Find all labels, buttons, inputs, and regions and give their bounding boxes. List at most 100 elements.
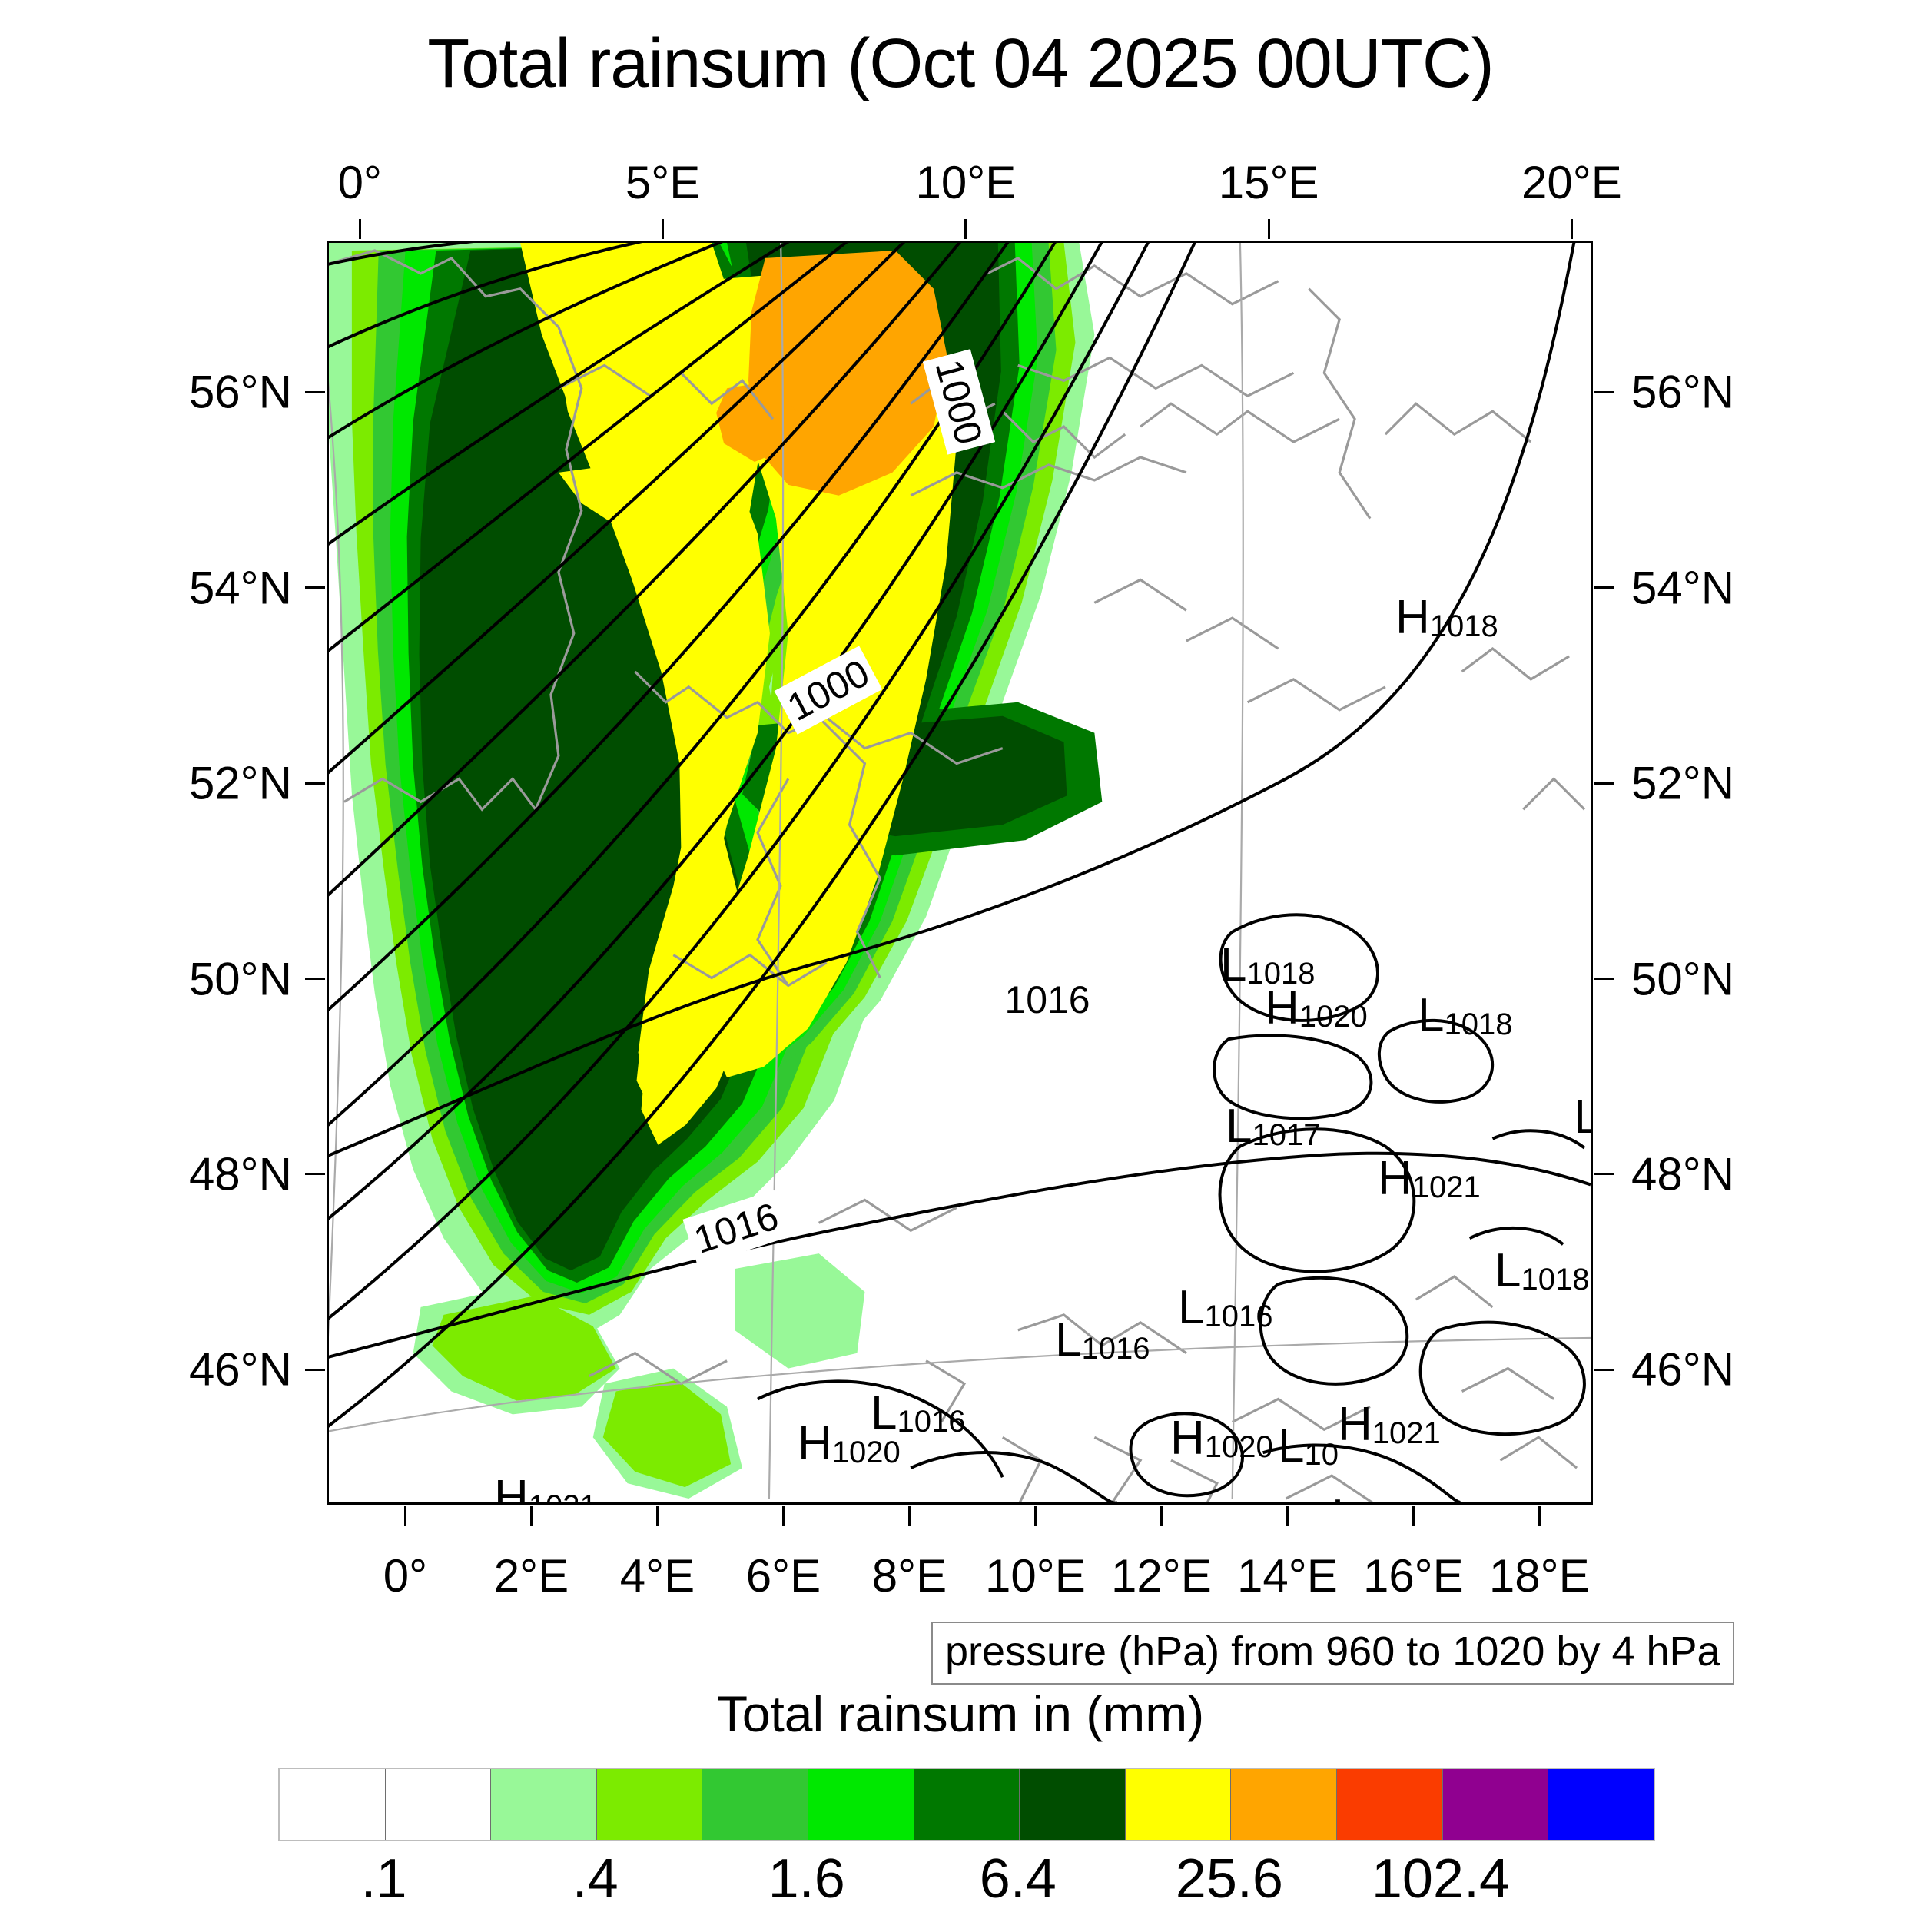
- pressure-center-type: H: [494, 1471, 529, 1505]
- axis-tick-right: [1594, 978, 1614, 981]
- colorbar-tick-label: 6.4: [979, 1848, 1057, 1910]
- pressure-center-type: H: [1170, 1412, 1205, 1465]
- axis-label-right: 52°N: [1631, 757, 1735, 809]
- axis-tick-bottom: [403, 1506, 406, 1526]
- axis-tick-bottom: [1033, 1506, 1037, 1526]
- axis-tick-bottom: [1412, 1506, 1415, 1526]
- axis-label-left: 48°N: [188, 1148, 292, 1200]
- pressure-center-type: L: [1418, 989, 1445, 1042]
- axis-label-top: 15°E: [1218, 157, 1319, 208]
- axis-label-right: 56°N: [1631, 366, 1735, 418]
- axis-tick-top: [1267, 219, 1270, 239]
- axis-label-left: 46°N: [188, 1343, 292, 1396]
- axis-tick-top: [662, 219, 665, 239]
- pressure-center-value: 1018: [1521, 1263, 1590, 1297]
- axis-label-top: 10°E: [915, 157, 1017, 208]
- colorbar-cell[interactable]: [1442, 1769, 1548, 1840]
- pressure-center-type: L: [871, 1386, 897, 1439]
- pressure-center-type: H: [1395, 591, 1430, 644]
- colorbar-cell[interactable]: [596, 1769, 702, 1840]
- pressure-center-h: H1021: [1338, 1401, 1441, 1449]
- pressure-center-type: L: [1332, 1490, 1358, 1503]
- axis-tick-left: [305, 586, 325, 589]
- pressure-center-value: 1016: [897, 1405, 966, 1439]
- pressure-center-type: L: [1186, 1502, 1212, 1505]
- pressure-center-value: 1018: [1444, 1007, 1513, 1042]
- pressure-center-l: L1018: [1220, 941, 1316, 991]
- axis-tick-bottom: [1160, 1506, 1163, 1526]
- pressure-center-h: H1020: [798, 1417, 901, 1470]
- colorbar-cell[interactable]: [1336, 1769, 1442, 1840]
- colorbar-tick-label: .1: [360, 1848, 407, 1910]
- pressure-center-value: 1016: [1081, 1332, 1150, 1366]
- pressure-center-value: 1017: [1252, 1118, 1321, 1153]
- pressure-center-h: H1018: [1395, 594, 1498, 642]
- pressure-center-type: H: [798, 1417, 832, 1470]
- axis-label-bottom: 18°E: [1488, 1550, 1590, 1602]
- axis-label-right: 48°N: [1631, 1148, 1735, 1200]
- colorbar-cell[interactable]: [1230, 1769, 1337, 1840]
- axis-label-top: 20°E: [1521, 157, 1622, 208]
- pressure-center-type: H: [1265, 981, 1299, 1034]
- pressure-center-l: L1018: [1495, 1244, 1590, 1297]
- axis-tick-bottom: [1286, 1506, 1289, 1526]
- axis-label-bottom: 8°E: [871, 1550, 947, 1602]
- colorbar-cell[interactable]: [384, 1769, 491, 1840]
- pressure-center-type: L: [1574, 1090, 1591, 1144]
- axis-tick-left: [305, 1368, 325, 1371]
- page-title: Total rainsum (Oct 04 2025 00UTC): [427, 25, 1495, 102]
- pressure-center-type: H: [1338, 1398, 1372, 1451]
- colorbar-cell[interactable]: [280, 1769, 385, 1840]
- axis-tick-bottom: [781, 1506, 785, 1526]
- map-plot-area[interactable]: 1000 1000 1016 1016 H1018 L1018 H1020 L1018 L10…: [327, 241, 1593, 1505]
- colorbar-cell[interactable]: [1019, 1769, 1125, 1840]
- colorbar-title: Total rainsum in (mm): [716, 1685, 1205, 1742]
- axis-label-right: 50°N: [1631, 953, 1735, 1005]
- axis-label-left: 50°N: [188, 953, 292, 1005]
- axis-tick-left: [305, 1173, 325, 1176]
- pressure-center-h: H1020: [1265, 981, 1368, 1034]
- axis-tick-bottom: [655, 1506, 659, 1526]
- colorbar-tick-label: 1.6: [768, 1848, 845, 1910]
- pressure-center-l: L1017: [1226, 1103, 1321, 1153]
- pressure-center-value: 1018: [1246, 957, 1316, 991]
- pressure-legend-box: pressure (hPa) from 960 to 1020 by 4 hPa: [931, 1622, 1734, 1685]
- pressure-center-value: 1020: [1204, 1430, 1273, 1465]
- axis-tick-bottom: [1538, 1506, 1541, 1526]
- pressure-center-value: 10: [1304, 1438, 1339, 1472]
- pressure-center-value: 1020: [831, 1436, 901, 1470]
- pressure-center-l: L1016: [1178, 1284, 1273, 1334]
- axis-label-bottom: 12°E: [1110, 1550, 1212, 1602]
- colorbar-cell[interactable]: [913, 1769, 1020, 1840]
- axis-label-top: 5°E: [625, 157, 701, 208]
- pressure-center-type: H: [1378, 1152, 1412, 1205]
- axis-tick-top: [1570, 219, 1573, 239]
- pressure-center-value: 1021: [1372, 1416, 1441, 1451]
- colorbar-cell[interactable]: [1548, 1769, 1654, 1840]
- axis-tick-right: [1594, 782, 1614, 785]
- axis-tick-right: [1594, 390, 1614, 393]
- axis-label-left: 54°N: [188, 562, 292, 614]
- pressure-center-value: 1020: [1299, 1000, 1368, 1034]
- axis-tick-top: [964, 219, 967, 239]
- pressure-center-type: L: [1495, 1244, 1521, 1297]
- axis-label-top: 0°: [337, 157, 383, 208]
- axis-label-bottom: 6°E: [745, 1550, 821, 1602]
- axis-tick-bottom: [529, 1506, 533, 1526]
- colorbar-cell[interactable]: [490, 1769, 596, 1840]
- pressure-center-h: H1020: [1170, 1412, 1273, 1465]
- pressure-center-value: 1016: [1204, 1300, 1273, 1334]
- axis-label-bottom: 16°E: [1362, 1550, 1464, 1602]
- axis-label-bottom: 14°E: [1236, 1550, 1338, 1602]
- axis-label-bottom: 4°E: [619, 1550, 695, 1602]
- colorbar-cell[interactable]: [1124, 1769, 1231, 1840]
- colorbar-cell[interactable]: [808, 1769, 914, 1840]
- axis-tick-left: [305, 978, 325, 981]
- colorbar-tick-label: .4: [572, 1848, 619, 1910]
- pressure-center-type: L: [1278, 1419, 1305, 1472]
- axis-label-bottom: 0°: [383, 1550, 428, 1602]
- colorbar-tick-label: 102.4: [1371, 1848, 1511, 1910]
- colorbar[interactable]: [278, 1768, 1655, 1841]
- pressure-center-l: L1018: [1574, 1094, 1591, 1141]
- colorbar-cell[interactable]: [702, 1769, 808, 1840]
